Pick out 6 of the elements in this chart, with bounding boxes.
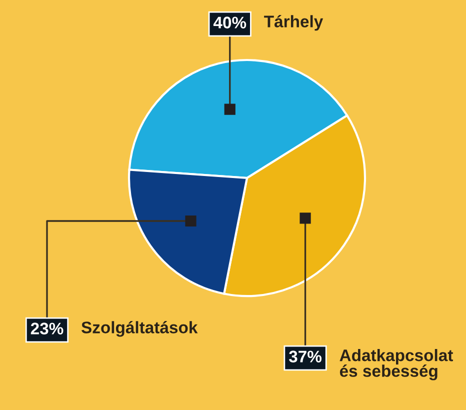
slice-label: Szolgáltatások	[81, 321, 198, 337]
data-label: 37%	[288, 350, 322, 362]
slice-label: Adatkapcsolat és sebesség	[340, 349, 453, 380]
data-label: 40%	[213, 16, 246, 28]
data-label: 23%	[30, 322, 64, 334]
slice-label: Tárhely	[264, 15, 324, 31]
